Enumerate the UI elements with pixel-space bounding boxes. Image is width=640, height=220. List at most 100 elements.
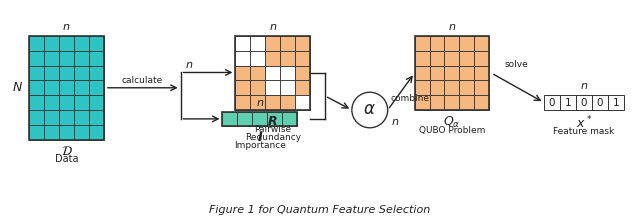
- Bar: [592, 95, 608, 110]
- Text: $n$: $n$: [184, 60, 193, 70]
- Bar: [429, 36, 444, 51]
- Bar: [444, 36, 460, 51]
- Bar: [280, 80, 295, 95]
- Text: 1: 1: [564, 98, 572, 108]
- Bar: [474, 51, 489, 66]
- Bar: [429, 95, 444, 110]
- Bar: [415, 51, 429, 66]
- Bar: [74, 95, 89, 110]
- Bar: [544, 95, 560, 110]
- Bar: [474, 80, 489, 95]
- Bar: [74, 51, 89, 66]
- Text: $n$: $n$: [63, 22, 71, 32]
- Text: $\mathcal{D}$: $\mathcal{D}$: [61, 145, 72, 158]
- Bar: [29, 80, 44, 95]
- Bar: [44, 125, 59, 140]
- Text: $n$: $n$: [448, 22, 456, 32]
- Bar: [295, 95, 310, 110]
- Bar: [268, 112, 282, 126]
- Bar: [444, 51, 460, 66]
- Bar: [460, 51, 474, 66]
- Bar: [29, 51, 44, 66]
- Text: Importance: Importance: [234, 141, 285, 150]
- Bar: [29, 66, 44, 80]
- Bar: [295, 66, 310, 80]
- Bar: [74, 110, 89, 125]
- Bar: [429, 66, 444, 80]
- Text: Data: Data: [55, 154, 78, 164]
- Text: Figure 1 for Quantum Feature Selection: Figure 1 for Quantum Feature Selection: [209, 205, 431, 215]
- Bar: [282, 112, 297, 126]
- Bar: [265, 36, 280, 51]
- Text: $n$: $n$: [269, 22, 277, 32]
- Bar: [250, 80, 265, 95]
- Bar: [252, 112, 268, 126]
- Bar: [89, 80, 104, 95]
- Bar: [429, 80, 444, 95]
- Bar: [474, 36, 489, 51]
- Bar: [74, 125, 89, 140]
- Bar: [265, 66, 280, 80]
- Text: Pairwise: Pairwise: [254, 125, 291, 134]
- Bar: [74, 36, 89, 51]
- Bar: [223, 112, 297, 126]
- Bar: [429, 51, 444, 66]
- Bar: [236, 51, 250, 66]
- Bar: [29, 125, 44, 140]
- Text: 1: 1: [612, 98, 619, 108]
- Text: QUBO Problem: QUBO Problem: [419, 126, 485, 135]
- Bar: [59, 125, 74, 140]
- Bar: [460, 95, 474, 110]
- Bar: [89, 95, 104, 110]
- Text: 0: 0: [548, 98, 556, 108]
- Bar: [44, 80, 59, 95]
- Text: $Q_\alpha$: $Q_\alpha$: [443, 115, 461, 130]
- Text: Redundancy: Redundancy: [244, 133, 301, 142]
- Bar: [29, 36, 104, 140]
- Bar: [236, 36, 250, 51]
- Bar: [29, 110, 44, 125]
- Bar: [415, 80, 429, 95]
- Bar: [265, 95, 280, 110]
- Text: 0: 0: [580, 98, 587, 108]
- Bar: [237, 112, 252, 126]
- Bar: [236, 80, 250, 95]
- Bar: [415, 66, 429, 80]
- Text: Feature mask: Feature mask: [553, 127, 614, 136]
- Bar: [295, 36, 310, 51]
- Ellipse shape: [352, 92, 388, 128]
- Bar: [44, 66, 59, 80]
- Bar: [44, 36, 59, 51]
- Bar: [295, 51, 310, 66]
- Bar: [474, 95, 489, 110]
- Bar: [59, 36, 74, 51]
- Bar: [74, 80, 89, 95]
- Bar: [89, 110, 104, 125]
- Bar: [44, 110, 59, 125]
- Bar: [59, 95, 74, 110]
- Bar: [460, 66, 474, 80]
- Bar: [29, 36, 44, 51]
- Text: $\boldsymbol{I}$: $\boldsymbol{I}$: [257, 131, 263, 144]
- Bar: [236, 95, 250, 110]
- Bar: [415, 36, 489, 110]
- Bar: [474, 66, 489, 80]
- Bar: [460, 80, 474, 95]
- Bar: [608, 95, 623, 110]
- Bar: [250, 95, 265, 110]
- Text: $\boldsymbol{R}$: $\boldsymbol{R}$: [268, 115, 278, 128]
- Bar: [265, 80, 280, 95]
- Bar: [280, 66, 295, 80]
- Bar: [560, 95, 576, 110]
- Text: $N$: $N$: [12, 81, 23, 94]
- Bar: [59, 110, 74, 125]
- Bar: [415, 95, 429, 110]
- Bar: [280, 36, 295, 51]
- Bar: [89, 51, 104, 66]
- Bar: [444, 95, 460, 110]
- Bar: [59, 66, 74, 80]
- Bar: [444, 80, 460, 95]
- Bar: [89, 36, 104, 51]
- Text: calculate: calculate: [122, 76, 163, 85]
- Bar: [236, 36, 310, 110]
